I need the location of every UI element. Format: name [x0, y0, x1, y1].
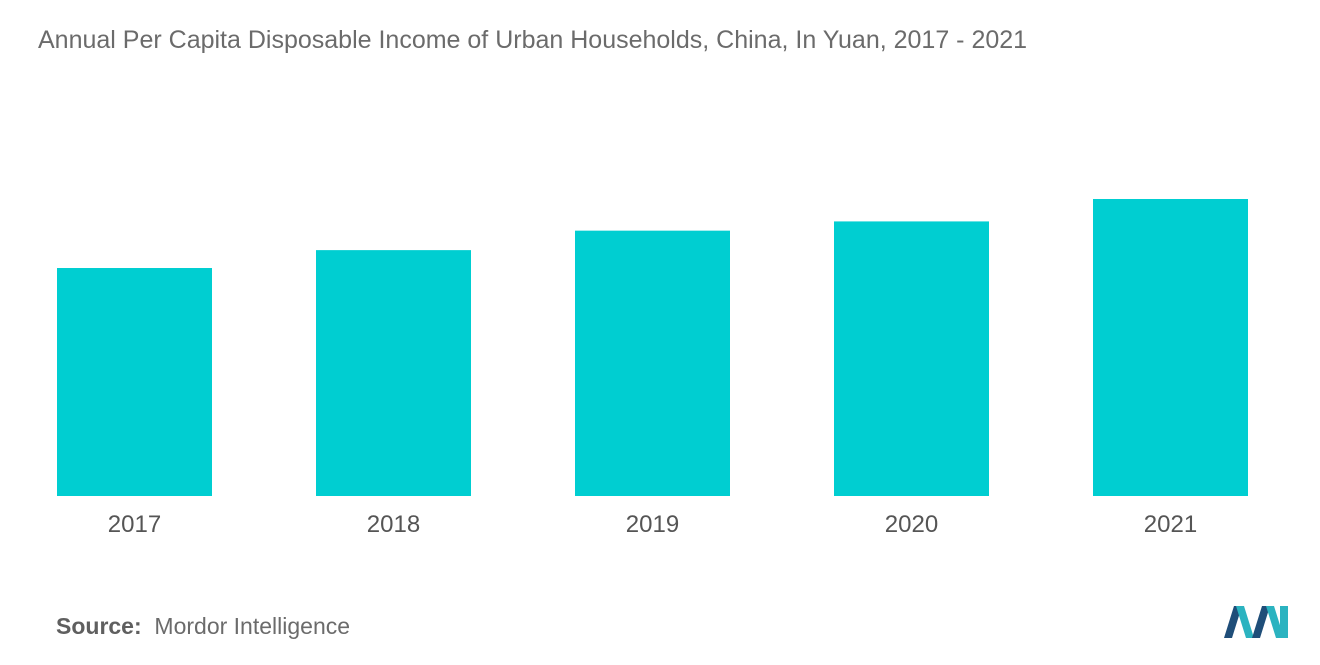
mordor-logo-icon	[1224, 606, 1288, 638]
x-tick-label-2021: 2021	[1144, 511, 1197, 538]
bar-2018	[316, 250, 471, 496]
bar-2019	[575, 230, 730, 496]
bar-2020	[834, 221, 989, 496]
source-text: Mordor Intelligence	[154, 613, 351, 639]
source-note: Source: Mordor Intelligence	[56, 613, 350, 640]
bar-2021	[1093, 199, 1248, 496]
bar-chart: 2017 2018 2019 2020 2021	[57, 199, 1248, 538]
source-label: Source:	[56, 613, 142, 639]
bar-2017	[57, 268, 212, 496]
x-tick-label-2019: 2019	[626, 511, 679, 538]
x-tick-label-2018: 2018	[367, 511, 420, 538]
x-tick-label-2017: 2017	[108, 511, 161, 538]
x-tick-label-2020: 2020	[885, 511, 938, 538]
chart-title: Annual Per Capita Disposable Income of U…	[38, 26, 1028, 54]
